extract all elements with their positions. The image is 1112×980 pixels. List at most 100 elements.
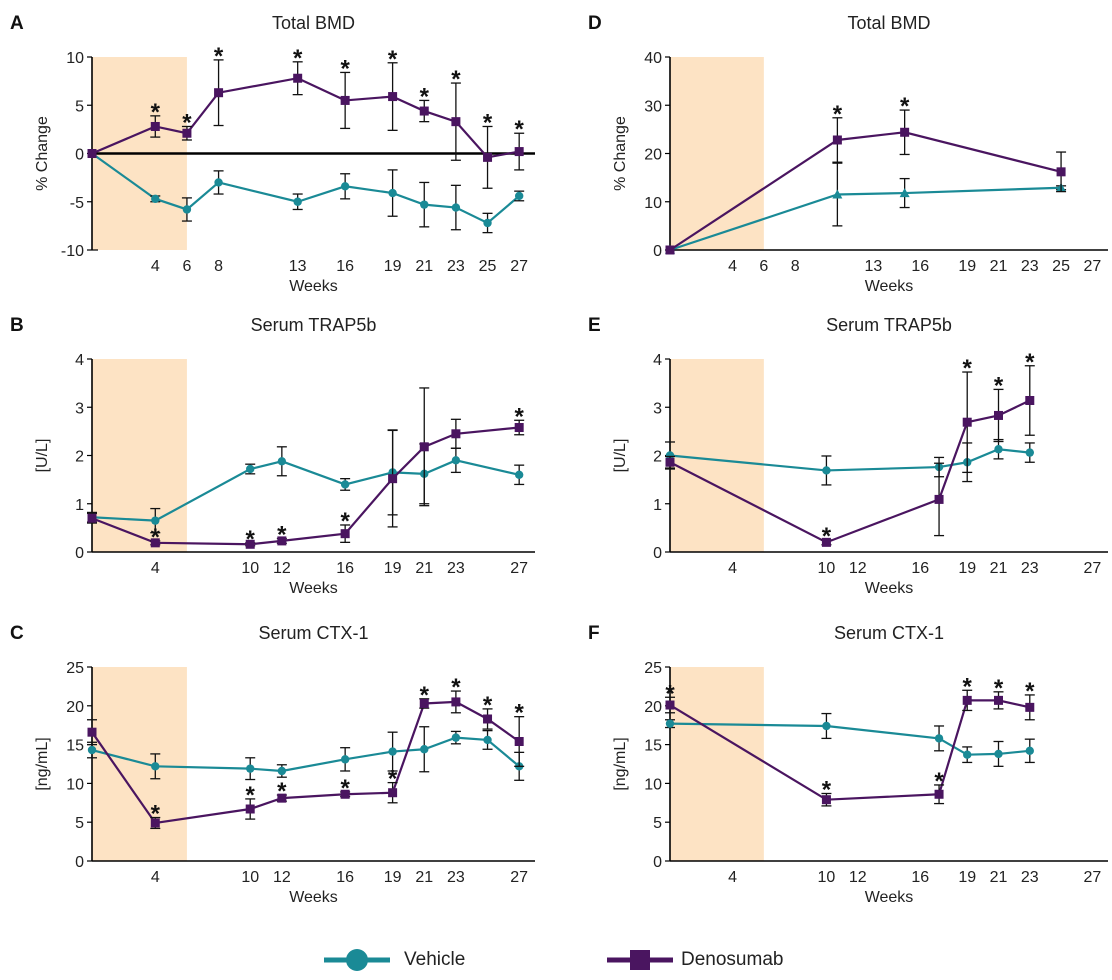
- x-tick-label: 16: [911, 869, 929, 886]
- vehicle-point: [451, 733, 461, 742]
- denosumab-point: [277, 793, 287, 803]
- vehicle-point: [340, 480, 350, 489]
- x-tick-label: 16: [336, 869, 354, 886]
- denosumab-point: [340, 529, 350, 539]
- denosumab-point: [962, 417, 972, 427]
- denosumab-series: * * * * * *: [665, 673, 1035, 807]
- y-tick-label: 20: [644, 699, 662, 716]
- y-tick-label: 2: [653, 449, 662, 466]
- denosumab-point: [87, 513, 97, 523]
- denosumab-line: [669, 399, 1031, 544]
- treatment-period-shade: [670, 359, 764, 552]
- x-tick-label: 27: [1083, 258, 1101, 275]
- significance-star: *: [515, 116, 525, 143]
- x-tick-label: 19: [958, 560, 976, 577]
- y-tick-label: 0: [653, 854, 662, 871]
- significance-star: *: [994, 372, 1004, 399]
- y-tick-label: 1: [653, 497, 662, 514]
- y-tick-label: 20: [66, 699, 84, 716]
- denosumab-point: [245, 539, 255, 549]
- denosumab-point: [665, 245, 675, 255]
- x-tick-label: 27: [510, 258, 528, 275]
- x-tick-label: 12: [849, 869, 867, 886]
- y-tick-label: 5: [75, 815, 84, 832]
- legend-label-vehicle: Vehicle: [404, 949, 466, 970]
- denosumab-point: [340, 789, 350, 799]
- denosumab-point: [419, 442, 429, 452]
- vehicle-point: [665, 451, 675, 460]
- denosumab-point: [483, 152, 493, 162]
- significance-star: *: [388, 46, 398, 73]
- x-tick-label: 21: [415, 258, 433, 275]
- x-tick-label: 12: [273, 869, 291, 886]
- denosumab-point: [514, 736, 524, 746]
- denosumab-point: [451, 697, 461, 707]
- vehicle-point: [151, 762, 160, 771]
- y-axis-label: % Change: [34, 116, 51, 191]
- denosumab-point: [214, 88, 224, 98]
- x-axis-label: Weeks: [865, 278, 914, 295]
- x-tick-label: 27: [1083, 869, 1101, 886]
- y-axis-label: % Change: [612, 116, 629, 191]
- vehicle-point: [1025, 746, 1034, 756]
- significance-star: *: [994, 675, 1004, 702]
- x-tick-label: 19: [384, 258, 402, 275]
- y-tick-label: 1: [75, 497, 84, 514]
- legend-item-vehicle: Vehicle: [322, 945, 482, 975]
- vehicle-series: [665, 712, 1035, 767]
- significance-star: *: [483, 109, 493, 136]
- vehicle-point: [665, 719, 675, 728]
- significance-star: *: [420, 83, 430, 110]
- denosumab-point: [514, 147, 524, 157]
- denosumab-point: [821, 795, 831, 805]
- significance-star: *: [277, 778, 287, 805]
- x-tick-label: 16: [336, 560, 354, 577]
- vehicle-point: [151, 516, 160, 525]
- significance-star: *: [822, 776, 832, 803]
- panel-letter: F: [588, 623, 600, 644]
- vehicle-point: [182, 205, 192, 214]
- denosumab-series: * * * * *: [87, 387, 525, 553]
- y-tick-label: 30: [644, 98, 662, 115]
- significance-star: *: [182, 109, 192, 136]
- x-axis-label: Weeks: [289, 889, 338, 906]
- vehicle-point: [994, 445, 1003, 454]
- x-tick-label: 4: [151, 258, 160, 275]
- panel-f: F Serum CTX-1 0 5 10 15 20 25 4 10 12 16 19 21 23 27 Wee…: [588, 623, 1108, 906]
- x-tick-label: 6: [759, 258, 768, 275]
- panel-letter: D: [588, 13, 602, 34]
- y-axis-label: [ng/mL]: [612, 737, 629, 790]
- x-tick-label: 27: [1083, 560, 1101, 577]
- x-tick-label: 6: [182, 258, 191, 275]
- denosumab-point: [483, 714, 493, 724]
- vehicle-point: [277, 766, 287, 776]
- x-tick-label: 23: [1021, 560, 1039, 577]
- denosumab-point: [451, 117, 461, 127]
- vehicle-point: [514, 191, 524, 201]
- vehicle-point: [293, 197, 302, 206]
- denosumab-point: [934, 494, 944, 504]
- x-tick-label: 21: [415, 869, 433, 886]
- x-tick-label: 23: [1021, 869, 1039, 886]
- vehicle-point: [934, 734, 944, 743]
- y-tick-label: 10: [66, 776, 84, 793]
- denosumab-point: [419, 698, 429, 708]
- y-axis-label: [U/L]: [34, 439, 51, 473]
- denosumab-point: [388, 474, 398, 484]
- y-tick-label: 10: [644, 776, 662, 793]
- significance-star: *: [963, 673, 973, 700]
- denosumab-point: [900, 127, 910, 137]
- y-tick-label: 0: [75, 854, 84, 871]
- x-tick-label: 4: [151, 869, 160, 886]
- y-tick-label: 0: [653, 243, 662, 260]
- significance-star: *: [515, 403, 525, 430]
- significance-star: *: [340, 55, 350, 82]
- denosumab-point: [451, 429, 461, 439]
- significance-star: *: [451, 66, 461, 93]
- panel-d: D Total BMD 0 10 20 30 40 4 6 8 13 16 19 21 23 25 27 Week…: [588, 13, 1108, 295]
- vehicle-point: [420, 745, 429, 754]
- significance-star: *: [963, 355, 973, 382]
- vehicle-point: [514, 470, 524, 479]
